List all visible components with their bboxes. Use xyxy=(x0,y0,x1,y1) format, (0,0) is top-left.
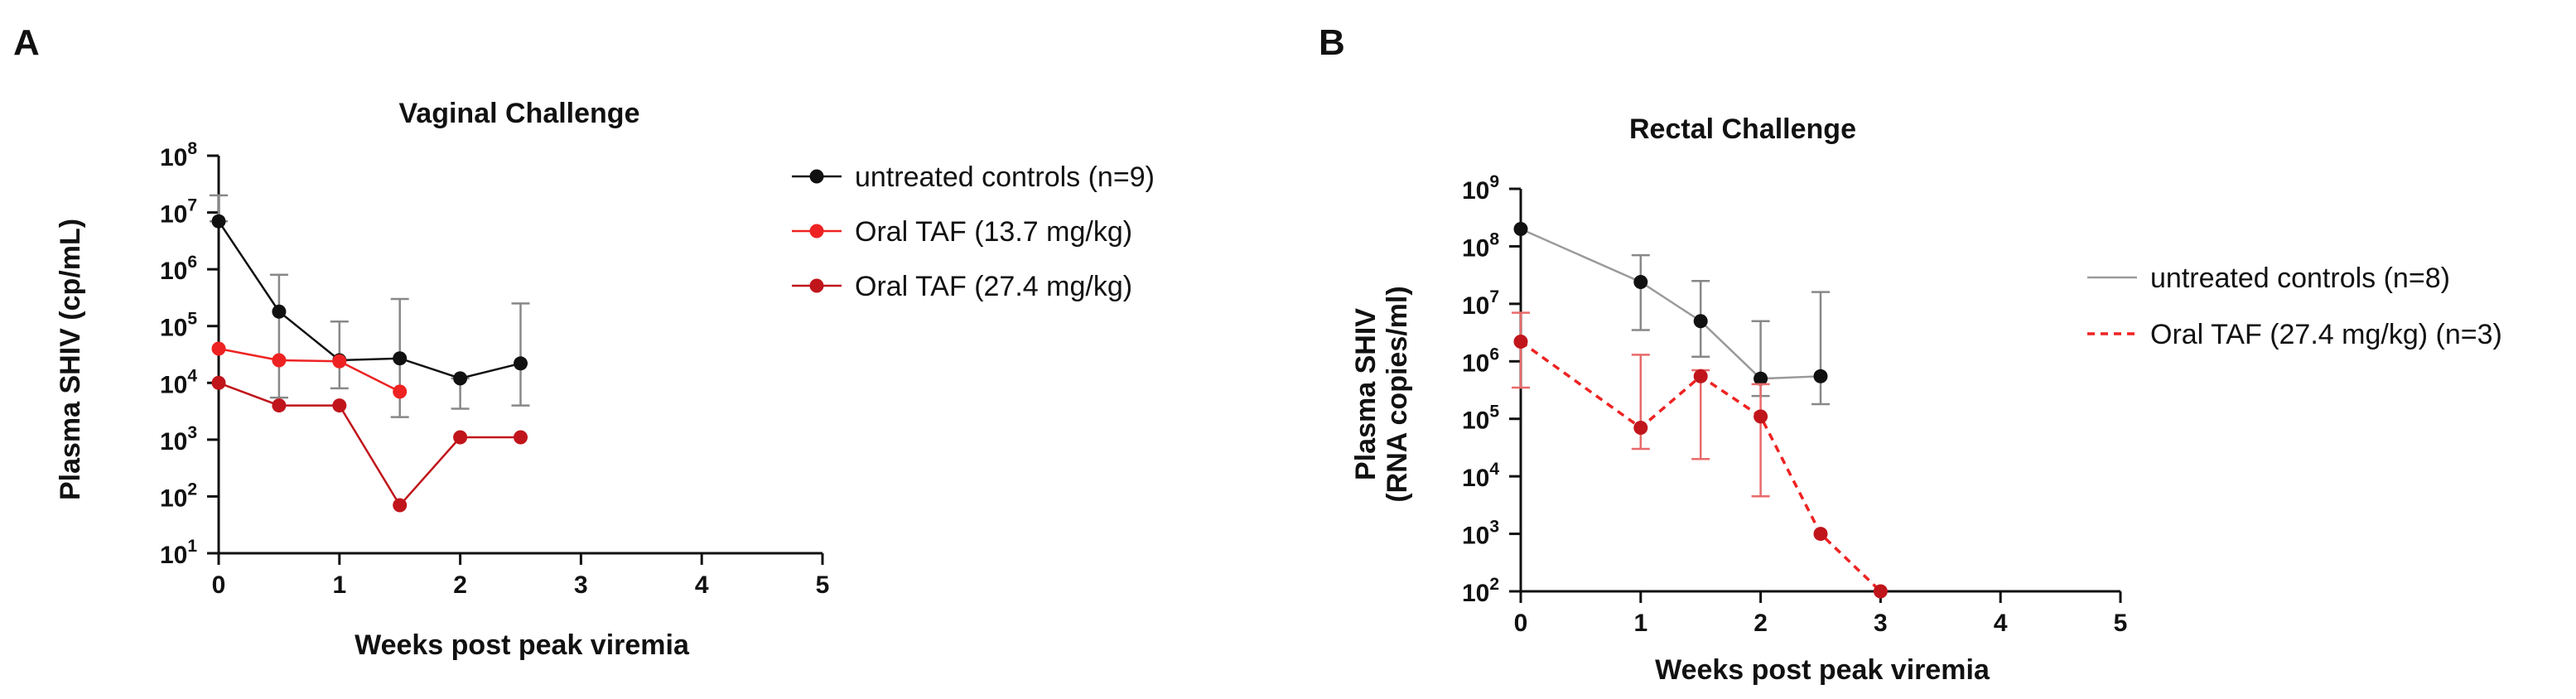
panel-a-series-1-point xyxy=(393,351,408,366)
panel-b-x-tick-label: 1 xyxy=(1633,610,1647,637)
panel-a-y-tick-label: 106 xyxy=(160,253,197,285)
panel-b-x-tick-label: 5 xyxy=(2114,610,2128,637)
panel-b-legend: untreated controls (n=8) Oral TAF (27.4 m… xyxy=(2087,263,2502,350)
panel-a-x-tick-label: 5 xyxy=(816,571,830,599)
panel-b-xlabel: Weeks post peak viremia xyxy=(1655,654,1990,686)
panel-a: A Vaginal Challenge Plasma SHIV (cp/mL) … xyxy=(13,22,1155,661)
panel-b-series-1-point xyxy=(1633,274,1648,289)
panel-a-series-3-point xyxy=(211,375,226,390)
panel-a-y-tick-label: 108 xyxy=(160,139,197,171)
panel-b-y-tick-label: 107 xyxy=(1462,287,1499,320)
panel-a-y-tick-label: 101 xyxy=(160,537,197,569)
panel-a-x-tick-label: 1 xyxy=(332,571,346,599)
panel-b-y-tick-label: 102 xyxy=(1462,575,1499,607)
panel-a-legend-label: Oral TAF (13.7 mg/kg) xyxy=(855,216,1132,248)
panel-a-series-3-point xyxy=(393,498,408,513)
panel-b-x-tick-label: 3 xyxy=(1874,610,1888,637)
panel-b-series-1-line xyxy=(1520,228,1821,380)
panel-b-title: Rectal Challenge xyxy=(1629,113,1856,145)
panel-b-series-2-point xyxy=(1754,409,1768,424)
panel-a-series-1-point xyxy=(514,356,528,371)
panel-a-legend-swatch-marker xyxy=(809,169,824,184)
panel-a-ylabel: Plasma SHIV (cp/mL) xyxy=(55,219,86,500)
panel-a-x-tick-label: 0 xyxy=(212,571,226,599)
panel-a-series-2-point xyxy=(393,384,408,399)
panel-a-title: Vaginal Challenge xyxy=(399,98,640,129)
panel-b-x-tick-label: 0 xyxy=(1514,610,1528,637)
panel-a-series-1-line xyxy=(217,220,521,380)
panel-a-legend-swatch-marker xyxy=(809,278,824,293)
panel-a-series-3-point xyxy=(332,398,347,413)
panel-a-legend-label: untreated controls (n=9) xyxy=(855,161,1155,193)
panel-a-y-tick-label: 107 xyxy=(160,196,197,229)
panel-a-y-tick-label: 104 xyxy=(160,366,197,398)
panel-a-legend: untreated controls (n=9) Oral TAF (13.7 m… xyxy=(792,161,1155,302)
panel-b-series-2-point xyxy=(1873,584,1888,599)
panel-b-y-tick-label: 105 xyxy=(1462,403,1499,435)
panel-b-series-2-point xyxy=(1513,335,1528,350)
panel-a-series-3-point xyxy=(514,430,528,445)
panel-a-series-1-point xyxy=(272,304,287,319)
panel-a-series-2-point xyxy=(332,354,347,369)
panel-a-legend-swatch-marker xyxy=(809,224,824,239)
panel-letter-b: B xyxy=(1319,22,1345,63)
panel-b-series-2-line xyxy=(1519,340,1882,593)
panel-b-series-2-point xyxy=(1693,369,1708,383)
panel-b-ylabel-line2: (RNA copies/ml) xyxy=(1382,286,1413,502)
panel-b-y-tick-label: 104 xyxy=(1462,460,1499,492)
panel-a-y-tick-label: 103 xyxy=(160,423,197,456)
panel-b-series-2-point xyxy=(1633,420,1648,435)
panel-b-y-tick-label: 109 xyxy=(1462,172,1499,205)
panel-b-x-tick-label: 2 xyxy=(1754,610,1768,637)
panel-b-series-1-point xyxy=(1813,369,1828,383)
panel-b-y-tick-label: 108 xyxy=(1462,229,1499,262)
panel-b-series-1-point xyxy=(1693,314,1708,329)
panel-a-series-1-point xyxy=(453,371,468,386)
panel-b-y-tick-label: 106 xyxy=(1462,345,1499,377)
panel-a-series-3-point xyxy=(272,398,287,413)
panel-a-series-3-point xyxy=(453,430,468,445)
panel-a-x-tick-label: 2 xyxy=(453,571,467,599)
panel-a-x-tick-label: 4 xyxy=(695,571,709,599)
panel-a-series-2-point xyxy=(272,353,287,368)
panel-a-series-2-line xyxy=(218,347,401,393)
panel-b-series-1-point xyxy=(1513,222,1528,237)
panel-a-series-3-line xyxy=(218,382,521,508)
panel-a-series-1-point xyxy=(211,214,226,229)
panel-a-y-tick-label: 105 xyxy=(160,310,197,342)
panel-b-ylabel-line1: Plasma SHIV xyxy=(1350,308,1382,480)
panel-b-legend-label: untreated controls (n=8) xyxy=(2150,263,2450,294)
panel-b-x-tick-label: 4 xyxy=(1994,610,2008,637)
panel-a-x-tick-label: 3 xyxy=(574,571,588,599)
panel-letter-a: A xyxy=(13,22,40,63)
panel-a-xlabel: Weeks post peak viremia xyxy=(355,629,690,661)
panel-a-legend-label: Oral TAF (27.4 mg/kg) xyxy=(855,271,1132,302)
panel-b-plot: 0 1 2 3 4 5 102 103 104 105 106 107 108 109 xyxy=(1462,172,2127,637)
panel-b-y-tick-label: 103 xyxy=(1462,518,1499,550)
panel-a-series-2-point xyxy=(211,341,226,356)
panel-a-y-tick-label: 102 xyxy=(160,480,197,512)
panel-b: B Rectal Challenge Plasma SHIV (RNA copi… xyxy=(1319,22,2502,686)
panel-a-plot: 0 1 2 3 4 5 101 102 103 104 105 106 107 108 xyxy=(160,139,829,599)
panel-b-series-1-point xyxy=(1754,371,1768,386)
panel-b-series-2-point xyxy=(1813,527,1828,542)
panel-b-legend-label: Oral TAF (27.4 mg/kg) (n=3) xyxy=(2150,319,2502,350)
